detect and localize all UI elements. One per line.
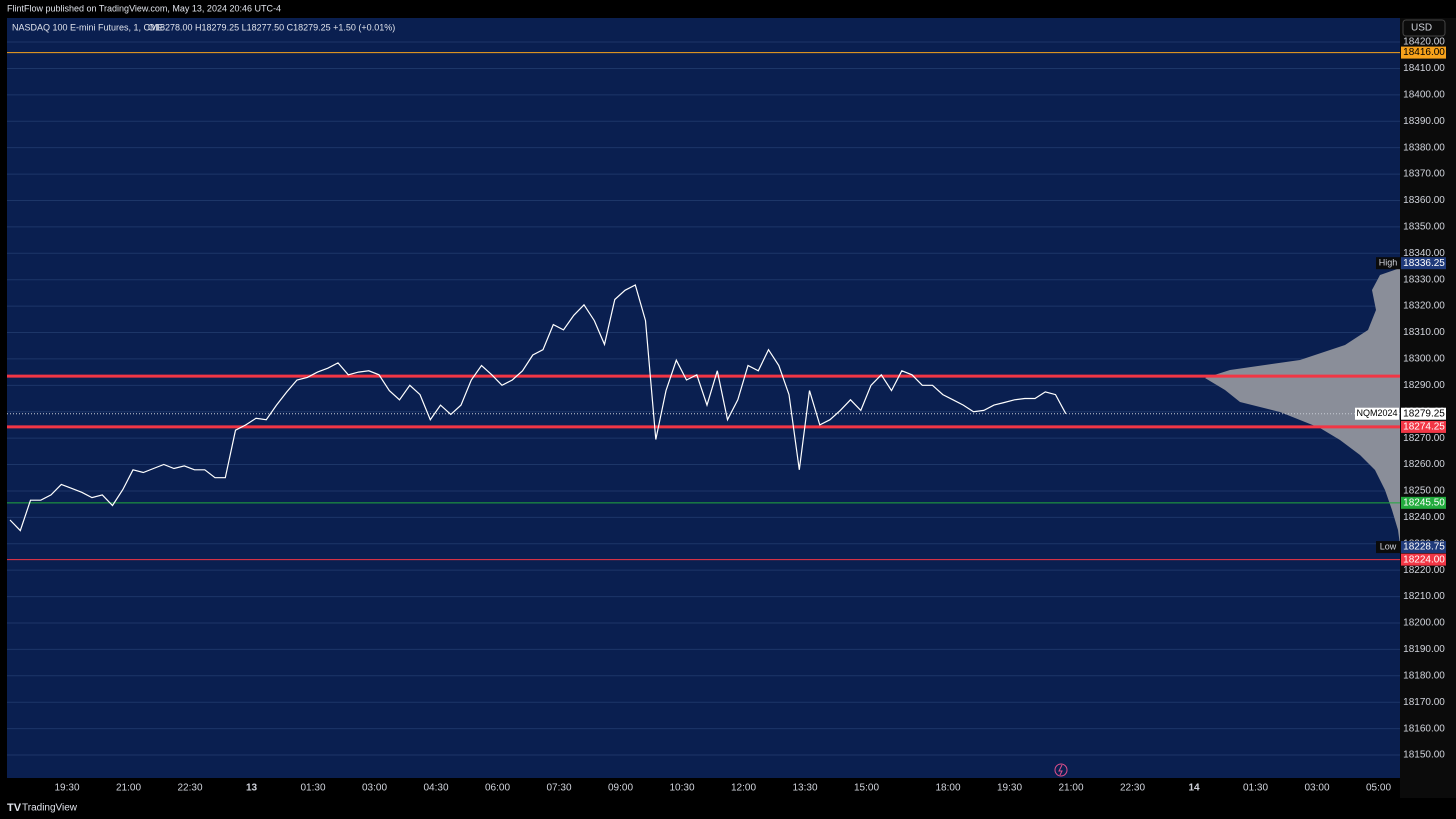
y-axis: 18150.00 18160.00 18170.00 18180.00 18190.00…: [1355, 37, 1446, 761]
price-tag-label: 18336.25: [1403, 258, 1445, 269]
y-tick-label: 18380.00: [1403, 142, 1445, 153]
x-tick-label: 18:00: [935, 783, 960, 794]
price-tag: [1401, 496, 1446, 509]
x-tick-label: 13:30: [792, 783, 817, 794]
x-tick-label: 12:00: [731, 783, 756, 794]
y-tick-label: 18410.00: [1403, 63, 1445, 74]
y-tick-label: 18340.00: [1403, 248, 1445, 259]
low-name: Low: [1380, 541, 1397, 551]
price-tag: [1401, 257, 1446, 270]
y-tick-label: 18400.00: [1403, 89, 1445, 100]
x-tick-label: 22:30: [1120, 783, 1145, 794]
x-tick-label: 14: [1188, 783, 1200, 794]
y-tick-label: 18170.00: [1403, 697, 1445, 708]
price-tag-label: 18274.25: [1403, 422, 1445, 433]
y-tick-label: 18370.00: [1403, 169, 1445, 180]
x-tick-label: 03:00: [362, 783, 387, 794]
brand: TradingView: [22, 803, 78, 814]
y-tick-label: 18420.00: [1403, 37, 1445, 48]
event-icon[interactable]: [1054, 763, 1068, 777]
currency-box[interactable]: [1402, 19, 1446, 37]
volume-profile: [1205, 268, 1400, 545]
y-tick-label: 18180.00: [1403, 670, 1445, 681]
price-tag-label: 18228.75: [1403, 542, 1445, 553]
y-tick-label: 18350.00: [1403, 222, 1445, 233]
y-tick-label: 18290.00: [1403, 380, 1445, 391]
x-tick-label: 13: [246, 783, 258, 794]
published: FlintFlow published on TradingView.com, …: [7, 3, 281, 13]
price-tag: [1401, 541, 1446, 554]
x-tick-label: 09:00: [608, 783, 633, 794]
y-tick-label: 18390.00: [1403, 116, 1445, 127]
y-tick-label: 18360.00: [1403, 195, 1445, 206]
y-tick-label: 18310.00: [1403, 327, 1445, 338]
y-tick-label: 18150.00: [1403, 750, 1445, 761]
x-tick-label: 04:30: [423, 783, 448, 794]
y-tick-label: 18160.00: [1403, 723, 1445, 734]
low-name-box: [1376, 541, 1400, 554]
x-tick-label: 10:30: [669, 783, 694, 794]
price-tag: [1401, 46, 1446, 59]
ohlc: O18278.00 H18279.25 L18277.50 C18279.25 …: [148, 22, 395, 32]
symbol-title: NASDAQ 100 E-mini Futures, 1, CME: [12, 22, 164, 32]
levels: [7, 52, 1400, 561]
x-tick-label: 06:00: [485, 783, 510, 794]
currency: USD: [1411, 23, 1432, 34]
x-tick-label: 15:00: [854, 783, 879, 794]
y-tick-label: 18210.00: [1403, 591, 1445, 602]
x-tick-label: 05:00: [1366, 783, 1391, 794]
y-tick-label: 18330.00: [1403, 274, 1445, 285]
y-tick-label: 18190.00: [1403, 644, 1445, 655]
last-name-box: [1355, 407, 1399, 420]
price-tag: [1401, 420, 1446, 433]
price-tag-label: 18224.00: [1403, 554, 1445, 565]
x-tick-label: 21:00: [116, 783, 141, 794]
price-line: [9, 284, 1067, 532]
x-tick-label: 03:00: [1304, 783, 1329, 794]
y-tick-label: 18240.00: [1403, 512, 1445, 523]
brand-logo: TV: [7, 802, 22, 814]
price-tag-label: 18245.50: [1403, 497, 1445, 508]
price-tag-label: 18416.00: [1403, 47, 1445, 58]
price-tag: [1401, 407, 1446, 420]
series: [9, 284, 1067, 532]
x-tick-label: 07:30: [546, 783, 571, 794]
x-tick-label: 19:30: [54, 783, 79, 794]
y-tick-label: 18320.00: [1403, 301, 1445, 312]
x-tick-label: 21:00: [1058, 783, 1083, 794]
y-tick-label: 18250.00: [1403, 486, 1445, 497]
x-tick-label: 19:30: [997, 783, 1022, 794]
high-name: High: [1379, 258, 1398, 268]
x-tick-label: 22:30: [177, 783, 202, 794]
last-name: NQM2024: [1356, 408, 1397, 418]
high-name-box: [1376, 257, 1400, 270]
x-tick-label: 01:30: [300, 783, 325, 794]
price-tag: [1401, 553, 1446, 566]
y-tick-label: 18260.00: [1403, 459, 1445, 470]
x-axis: 19:30 21:00 22:30 13 01:30 03:00 04:30 06:00 07:…: [54, 783, 1391, 794]
event-bolt: [1058, 764, 1063, 776]
price-tag-label: 18279.25: [1403, 408, 1445, 419]
y-tick-label: 18270.00: [1403, 433, 1445, 444]
x-tick-label: 01:30: [1243, 783, 1268, 794]
plot-area: [7, 18, 1400, 778]
y-tick-label: 18200.00: [1403, 618, 1445, 629]
y-tick-label: 18220.00: [1403, 565, 1445, 576]
y-tick-label: 18300.00: [1403, 354, 1445, 365]
grid: [7, 41, 1400, 756]
